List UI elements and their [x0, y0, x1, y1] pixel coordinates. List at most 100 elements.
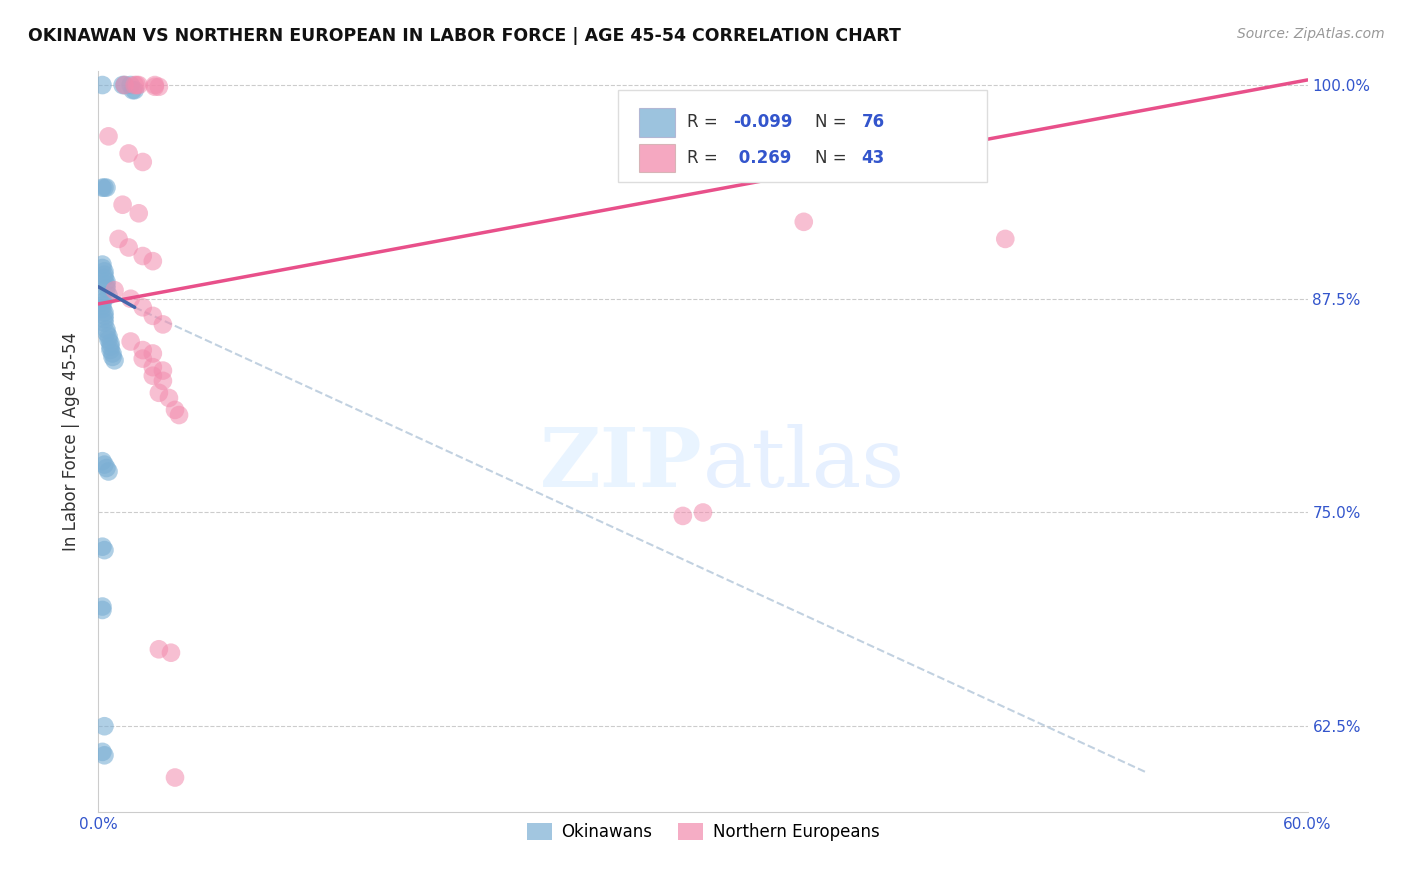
Point	[132, 351, 155, 366]
Point	[125, 78, 148, 92]
Point	[100, 343, 122, 357]
Point	[163, 771, 186, 785]
Point	[100, 340, 122, 354]
Point	[93, 458, 115, 472]
Point	[93, 312, 115, 326]
Point	[114, 78, 136, 92]
Point	[96, 322, 118, 336]
Point	[994, 232, 1017, 246]
Point	[157, 391, 180, 405]
Text: N =: N =	[815, 113, 846, 131]
Point	[142, 368, 165, 383]
Point	[96, 278, 118, 293]
Text: OKINAWAN VS NORTHERN EUROPEAN IN LABOR FORCE | AGE 45-54 CORRELATION CHART: OKINAWAN VS NORTHERN EUROPEAN IN LABOR F…	[28, 27, 901, 45]
Text: 76: 76	[862, 113, 884, 131]
Point	[91, 78, 114, 92]
Point	[93, 748, 115, 763]
Point	[97, 333, 120, 347]
Text: N =: N =	[815, 149, 846, 167]
Point	[111, 198, 134, 212]
Point	[132, 155, 155, 169]
Point	[148, 642, 170, 657]
Point	[91, 299, 114, 313]
Point	[793, 215, 815, 229]
Point	[107, 232, 129, 246]
Point	[93, 543, 115, 558]
Point	[124, 78, 146, 92]
Text: ZIP: ZIP	[540, 424, 703, 504]
Point	[142, 360, 165, 375]
Point	[120, 334, 142, 349]
Point	[152, 318, 174, 332]
Point	[91, 599, 114, 614]
Text: atlas: atlas	[703, 424, 905, 504]
Point	[148, 385, 170, 400]
Point	[132, 249, 155, 263]
Text: -0.099: -0.099	[734, 113, 793, 131]
Point	[120, 78, 142, 92]
Point	[96, 461, 118, 475]
Text: 43: 43	[862, 149, 884, 167]
Point	[142, 254, 165, 268]
Point	[91, 454, 114, 468]
Point	[111, 78, 134, 92]
Point	[114, 78, 136, 92]
Y-axis label: In Labor Force | Age 45-54: In Labor Force | Age 45-54	[62, 332, 80, 551]
FancyBboxPatch shape	[619, 90, 987, 183]
Point	[101, 350, 124, 364]
Point	[93, 180, 115, 194]
Point	[97, 329, 120, 343]
Text: 0.269: 0.269	[734, 149, 792, 167]
Point	[128, 206, 150, 220]
Point	[93, 305, 115, 319]
Point	[91, 180, 114, 194]
Point	[120, 292, 142, 306]
Point	[142, 346, 165, 360]
Point	[118, 240, 141, 254]
Point	[124, 83, 146, 97]
Point	[692, 506, 714, 520]
Point	[91, 301, 114, 316]
Text: R =: R =	[688, 113, 718, 131]
Bar	[638, 144, 675, 172]
Point	[103, 353, 125, 368]
Point	[163, 403, 186, 417]
Point	[672, 508, 695, 523]
Point	[96, 180, 118, 194]
Point	[91, 603, 114, 617]
Point	[152, 363, 174, 377]
Point	[118, 146, 141, 161]
Point	[91, 260, 114, 275]
Point	[97, 288, 120, 302]
Point	[91, 258, 114, 272]
Point	[96, 275, 118, 289]
Point	[91, 745, 114, 759]
Point	[103, 283, 125, 297]
Point	[121, 83, 143, 97]
Point	[132, 301, 155, 315]
Point	[93, 719, 115, 733]
Point	[96, 326, 118, 340]
Point	[93, 316, 115, 330]
Text: R =: R =	[688, 149, 718, 167]
Text: Source: ZipAtlas.com: Source: ZipAtlas.com	[1237, 27, 1385, 41]
Point	[167, 408, 190, 422]
Point	[148, 79, 170, 94]
Point	[132, 343, 155, 357]
Point	[128, 78, 150, 92]
Point	[91, 540, 114, 554]
Point	[91, 292, 114, 306]
Legend: Okinawans, Northern Europeans: Okinawans, Northern Europeans	[520, 816, 886, 847]
Point	[101, 346, 124, 360]
Point	[152, 374, 174, 388]
Point	[160, 646, 183, 660]
Point	[91, 295, 114, 310]
Point	[93, 271, 115, 285]
Point	[97, 129, 120, 144]
Point	[142, 309, 165, 323]
Point	[93, 309, 115, 323]
Point	[97, 465, 120, 479]
Point	[143, 79, 166, 94]
Bar	[638, 108, 675, 136]
Point	[93, 268, 115, 282]
